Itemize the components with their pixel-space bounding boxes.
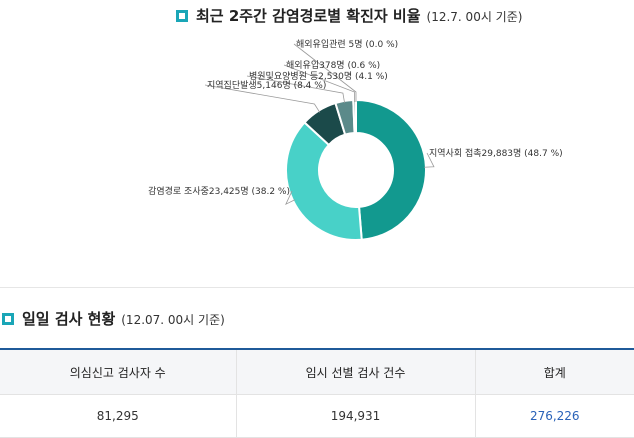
section-square-icon [176,10,188,22]
donut-chart: 지역사회 접촉29,883명 (48.7 %) 감염경로 조사중23,425명 (… [0,28,634,278]
label-overseas-inflow: 해외유입378명 (0.6 %) [286,59,380,71]
table-header-row: 의심신고 검사자 수 임시 선별 검사 건수 합계 [0,349,634,395]
daily-section-title-text: 일일 검사 현황 [22,310,115,328]
cell-suspected-tests: 81,295 [0,395,236,438]
table-row: 81,295 194,931 276,226 [0,395,634,438]
daily-test-table: 의심신고 검사자 수 임시 선별 검사 건수 합계 81,295 194,931… [0,348,634,438]
cell-temporary-screening: 194,931 [236,395,475,438]
section-divider [0,287,634,288]
daily-section-title: 일일 검사 현황 (12.07. 00시 기준) [22,308,225,329]
header-temporary-screening: 임시 선별 검사 건수 [236,349,475,395]
header-suspected-tests: 의심신고 검사자 수 [0,349,236,395]
label-community-contact: 지역사회 접촉29,883명 (48.7 %) [429,147,563,159]
daily-section-subtitle: (12.07. 00시 기준) [121,313,225,327]
chart-section-title-text: 최근 2주간 감염경로별 확진자 비율 [196,7,421,25]
label-overseas-related: 해외유입관련 5명 (0.0 %) [296,38,398,50]
section-square-icon [2,313,14,325]
header-total: 합계 [475,349,634,395]
label-hospital-nursing: 병원및요양병원 등2,530명 (4.1 %) [249,70,388,82]
label-under-investigation: 감염경로 조사중23,425명 (38.2 %) [148,185,290,197]
cell-total: 276,226 [475,395,634,438]
chart-section-title: 최근 2주간 감염경로별 확진자 비율 (12.7. 00시 기준) [196,5,522,26]
slice-community-contact [356,100,426,240]
chart-section-subtitle: (12.7. 00시 기준) [427,10,523,24]
